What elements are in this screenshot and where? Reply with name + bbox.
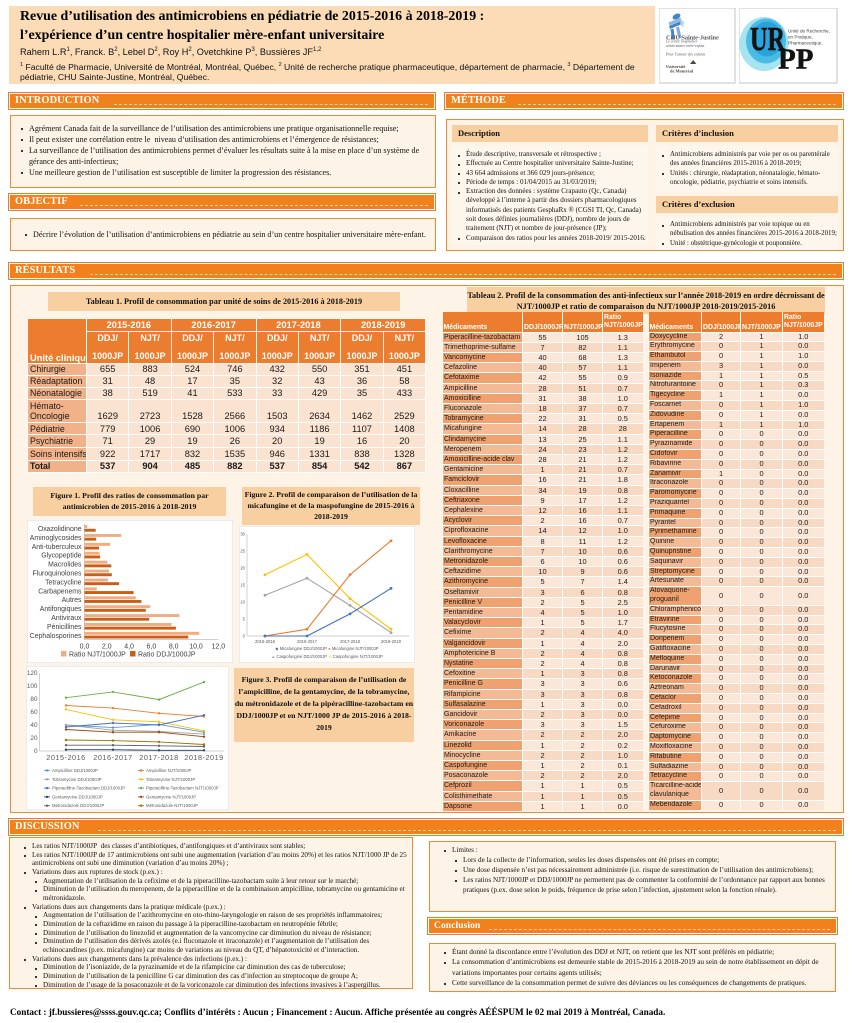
svg-text:30: 30	[240, 532, 245, 537]
svg-text:universitaire mère-enfant: universitaire mère-enfant	[666, 44, 705, 48]
svg-text:CHU Sainte-Justine: CHU Sainte-Justine	[666, 35, 719, 42]
svg-text:120: 120	[27, 670, 38, 677]
svg-text:Piperacilline-Tazobactam DDJ/1: Piperacilline-Tazobactam DDJ/1000JP	[52, 786, 125, 791]
svg-text:2017-2018: 2017-2018	[139, 753, 178, 762]
svg-text:8,0: 8,0	[169, 644, 179, 651]
svg-text:10,0: 10,0	[189, 644, 203, 651]
svg-text:PP: PP	[778, 44, 813, 76]
svg-text:12,0: 12,0	[211, 644, 225, 651]
svg-text:Gentamycine NJT/1000JP: Gentamycine NJT/1000JP	[146, 794, 196, 799]
svg-text:20: 20	[30, 735, 38, 742]
svg-text:Antiviraux: Antiviraux	[51, 615, 82, 622]
svg-text:0: 0	[243, 634, 246, 639]
svg-text:◆ Micafungine DDJ/1000JP ● Mic: ◆ Micafungine DDJ/1000JP ● Micafungine N…	[275, 646, 378, 651]
svg-text:Métronidazole DDJ/1000JP: Métronidazole DDJ/1000JP	[52, 803, 104, 808]
svg-text:Tobramycine NJT/1000JP: Tobramycine NJT/1000JP	[146, 777, 195, 782]
svg-text:Le centre hospitalier: Le centre hospitalier	[665, 40, 698, 44]
svg-text:Ratio DDJ/1000JP: Ratio DDJ/1000JP	[138, 652, 196, 659]
svg-text:Macrolides: Macrolides	[48, 562, 82, 569]
svg-text:de Montréal: de Montréal	[670, 69, 694, 74]
svg-text:80: 80	[30, 696, 38, 703]
svg-text:2018-2019: 2018-2019	[184, 753, 223, 762]
svg-text:▲ Caspofungine DDJ/1000JP ✕ Ca: ▲ Caspofungine DDJ/1000JP ✕ Caspofungine…	[271, 654, 383, 659]
svg-text:Oxazolidinone: Oxazolidinone	[38, 526, 82, 533]
svg-text:0: 0	[34, 748, 38, 755]
svg-text:Unité de Recherche,: Unité de Recherche,	[788, 29, 830, 34]
svg-text:15: 15	[240, 583, 245, 588]
svg-text:en Pratique,: en Pratique,	[788, 35, 813, 40]
svg-text:Tobramycine DDJ/1000JP: Tobramycine DDJ/1000JP	[52, 777, 102, 782]
svg-text:Pénicillines: Pénicillines	[47, 624, 82, 631]
svg-text:Université: Université	[666, 64, 685, 69]
svg-text:Ampicilline NJT/1000JP: Ampicilline NJT/1000JP	[146, 768, 192, 773]
svg-text:Pour l'amour des enfants: Pour l'amour des enfants	[665, 53, 706, 57]
svg-text:Tetracycline: Tetracycline	[45, 579, 82, 586]
svg-text:2015-2016: 2015-2016	[46, 753, 85, 762]
svg-text:Carbapenems: Carbapenems	[38, 588, 82, 595]
svg-text:Gentamycine DDJ/1000JP: Gentamycine DDJ/1000JP	[52, 794, 103, 799]
svg-text:0,0: 0,0	[80, 644, 90, 651]
svg-text:2016-2017: 2016-2017	[297, 639, 318, 644]
svg-text:60: 60	[30, 709, 38, 716]
svg-text:Pharmaceutique,: Pharmaceutique,	[788, 41, 823, 46]
svg-text:20: 20	[240, 566, 245, 571]
svg-text:Ampicilline DDJ/1000JP: Ampicilline DDJ/1000JP	[52, 768, 98, 773]
svg-text:100: 100	[27, 683, 38, 690]
svg-text:2,0: 2,0	[102, 644, 112, 651]
svg-text:Cephalosporines: Cephalosporines	[30, 633, 82, 640]
svg-text:40: 40	[30, 722, 38, 729]
svg-text:5: 5	[243, 617, 246, 622]
svg-text:Métronidazole NJT/1000JP: Métronidazole NJT/1000JP	[146, 803, 198, 808]
svg-text:Anti-tuberculeux: Anti-tuberculeux	[32, 544, 82, 551]
svg-text:Fluroquinolones: Fluroquinolones	[32, 571, 82, 578]
svg-text:Antifongiques: Antifongiques	[40, 606, 82, 613]
svg-text:Ratio NJT/1000JP: Ratio NJT/1000JP	[69, 652, 126, 659]
svg-text:2017-2018: 2017-2018	[340, 639, 361, 644]
svg-text:2015-2016: 2015-2016	[255, 639, 276, 644]
svg-text:2016-2017: 2016-2017	[93, 753, 132, 762]
svg-text:Glycopeptide: Glycopeptide	[41, 553, 81, 560]
svg-text:6,0: 6,0	[147, 644, 157, 651]
svg-text:25: 25	[240, 549, 245, 554]
svg-text:Autres: Autres	[62, 597, 82, 604]
svg-text:Aminoglycosides: Aminoglycosides	[30, 535, 82, 542]
svg-text:2018-2019: 2018-2019	[381, 639, 402, 644]
svg-text:10: 10	[240, 600, 245, 605]
svg-text:UR: UR	[750, 21, 785, 58]
svg-text:Piperacilline-Tazobactam NJT/1: Piperacilline-Tazobactam NJT/1000JP	[146, 786, 219, 791]
svg-text:4,0: 4,0	[124, 644, 134, 651]
